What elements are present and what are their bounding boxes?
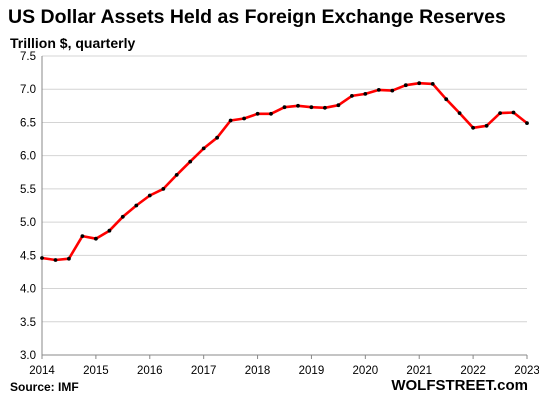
y-tick-label: 5.0 bbox=[20, 217, 36, 229]
data-point bbox=[174, 173, 179, 177]
data-point bbox=[161, 187, 166, 191]
y-tick-label: 4.0 bbox=[20, 284, 36, 296]
x-tick-label: 2018 bbox=[245, 365, 271, 377]
chart-subtitle: Trillion $, quarterly bbox=[10, 35, 136, 51]
data-point bbox=[201, 146, 206, 151]
y-tick-label: 3.5 bbox=[20, 317, 36, 329]
data-point bbox=[94, 236, 98, 241]
data-point bbox=[80, 234, 85, 239]
data-point bbox=[255, 111, 260, 116]
source-note: Source: IMF bbox=[10, 380, 79, 394]
y-tick-label: 7.0 bbox=[20, 84, 36, 96]
data-point bbox=[188, 159, 193, 164]
data-point bbox=[53, 258, 58, 262]
data-point bbox=[430, 82, 435, 86]
data-point bbox=[403, 83, 408, 88]
data-point bbox=[67, 256, 71, 261]
data-point bbox=[242, 116, 247, 121]
data-point bbox=[376, 88, 381, 92]
y-tick-label: 7.5 bbox=[20, 51, 36, 63]
x-tick-label: 2020 bbox=[353, 365, 379, 377]
y-tick-label: 6.5 bbox=[20, 117, 36, 129]
y-tick-labels: 3.0 3.5 4.0 4.5 5.0 5.5 6.0 6.5 7.0 7.5 bbox=[20, 51, 36, 362]
x-tick-label: 2021 bbox=[406, 365, 432, 377]
x-tick-label: 2016 bbox=[137, 365, 163, 377]
x-tick-label: 2019 bbox=[299, 365, 325, 377]
data-point bbox=[228, 118, 233, 123]
brand-logo: WOLFSTREET.com bbox=[391, 377, 528, 394]
x-tick-labels: 2014 2015 2016 2017 2018 2019 2020 2021 2022 2023 bbox=[29, 365, 539, 377]
data-point bbox=[390, 88, 395, 93]
y-tick-label: 5.5 bbox=[20, 184, 36, 196]
grid-lines bbox=[42, 55, 527, 356]
data-point bbox=[107, 228, 112, 233]
y-tick-label: 3.0 bbox=[20, 350, 36, 362]
y-tick-label: 4.5 bbox=[20, 250, 36, 262]
data-point bbox=[350, 94, 354, 98]
x-tick-label: 2015 bbox=[83, 365, 109, 377]
data-point bbox=[120, 214, 125, 219]
data-point bbox=[444, 97, 449, 102]
data-point bbox=[471, 125, 475, 130]
data-point bbox=[282, 105, 287, 110]
chart-title: US Dollar Assets Held as Foreign Exchang… bbox=[8, 6, 506, 28]
axes bbox=[41, 56, 528, 359]
series-line bbox=[40, 81, 529, 262]
data-point bbox=[296, 103, 300, 108]
data-point bbox=[363, 92, 368, 96]
series-reserves bbox=[40, 81, 529, 262]
data-point bbox=[40, 256, 44, 260]
data-point bbox=[511, 110, 516, 115]
data-point bbox=[215, 135, 220, 140]
data-point bbox=[457, 111, 462, 115]
data-point bbox=[269, 111, 273, 116]
data-point bbox=[134, 203, 139, 208]
x-tick-label: 2023 bbox=[514, 365, 539, 377]
x-tick-label: 2022 bbox=[460, 365, 486, 377]
data-point bbox=[309, 105, 314, 110]
data-point bbox=[498, 111, 502, 115]
y-tick-label: 6.0 bbox=[20, 151, 36, 163]
data-point bbox=[525, 121, 529, 125]
data-point bbox=[417, 81, 422, 86]
data-point bbox=[484, 123, 489, 128]
data-point bbox=[323, 105, 327, 110]
x-tick-label: 2014 bbox=[29, 365, 55, 377]
data-point bbox=[147, 193, 152, 198]
data-point bbox=[336, 103, 341, 108]
x-tick-label: 2017 bbox=[191, 365, 217, 377]
